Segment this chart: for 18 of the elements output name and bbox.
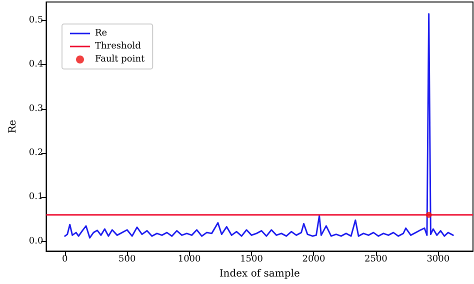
x-tick-label: 3000 (426, 254, 450, 265)
x-tick-label: 2000 (302, 254, 326, 265)
y-tick-label: 0.4 (28, 60, 44, 70)
legend-label: Threshold (95, 42, 142, 52)
legend-label: Re (95, 28, 108, 38)
y-tick-label: 0.5 (28, 16, 44, 26)
y-tick-label: 0.1 (28, 192, 44, 202)
x-tick-label: 2500 (364, 254, 388, 265)
x-tick-label: 1500 (240, 254, 264, 265)
y-tick-label: 0.2 (28, 148, 44, 158)
x-axis-title: Index of sample (219, 268, 300, 280)
legend-label: Fault point (95, 54, 146, 64)
x-tick-label: 1000 (178, 254, 202, 265)
y-tick-label: 0.0 (28, 236, 44, 246)
x-tick-label: 500 (118, 254, 136, 265)
y-tick-label: 0.3 (28, 104, 44, 114)
line-series (64, 13, 454, 239)
y-axis-title: Re (8, 120, 18, 134)
